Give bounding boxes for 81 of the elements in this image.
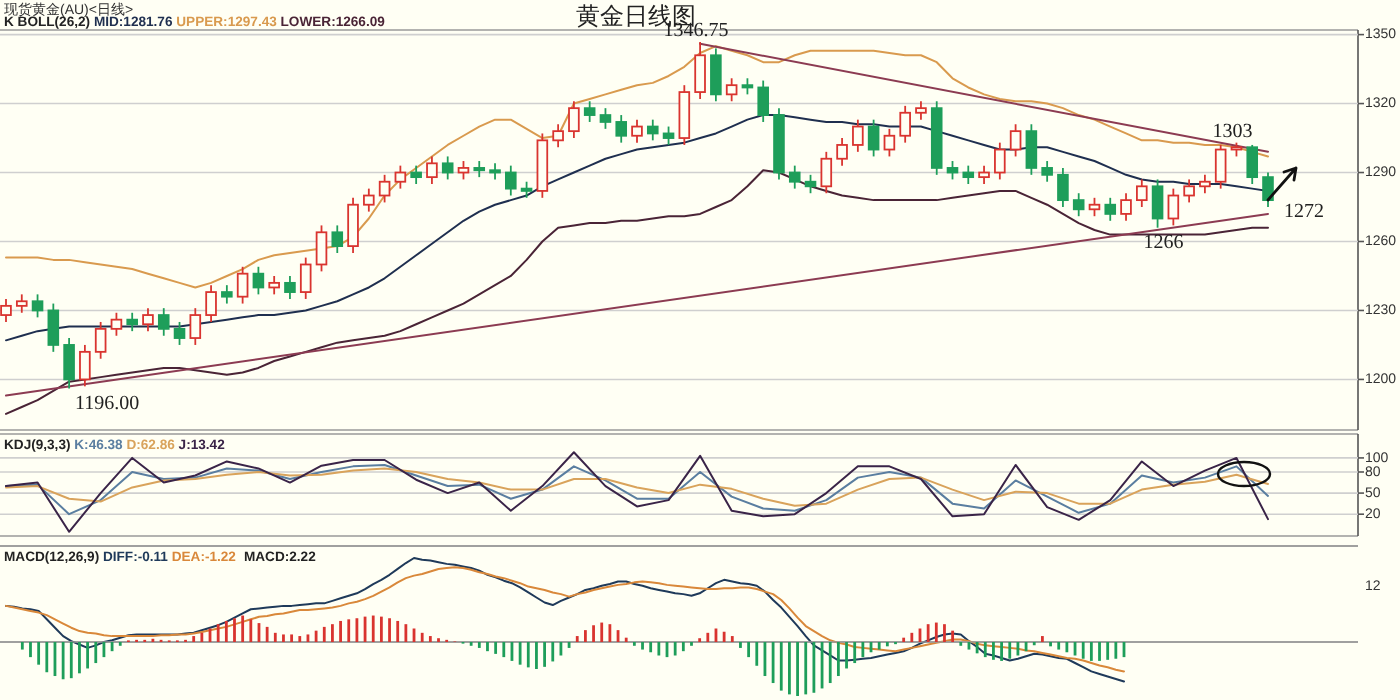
candlestick [710, 47, 722, 103]
candlestick [1199, 173, 1211, 195]
candlestick [31, 293, 44, 319]
candlestick [284, 275, 296, 300]
candlestick [79, 344, 91, 388]
candlestick [1262, 171, 1274, 208]
candlestick [1214, 144, 1227, 190]
candlestick [126, 311, 138, 333]
candlestick [0, 298, 12, 323]
candlestick [867, 118, 880, 158]
candlestick [1167, 187, 1180, 227]
candlestick [1057, 167, 1069, 208]
candlestick [189, 307, 202, 346]
candlestick [505, 164, 517, 197]
candlestick [820, 150, 833, 195]
candlestick [599, 107, 612, 130]
candlestick [426, 155, 438, 185]
candlestick [1041, 160, 1053, 183]
candlestick [47, 302, 60, 353]
candlestick [457, 160, 470, 181]
candlestick [725, 77, 738, 103]
candlestick [1246, 144, 1259, 185]
candlestick [678, 84, 691, 146]
candlestick [441, 155, 454, 181]
candlestick [583, 100, 596, 123]
candlestick [268, 275, 280, 296]
candlestick [378, 173, 391, 204]
candlestick [1136, 178, 1148, 208]
candlestick [662, 125, 675, 146]
candlestick [252, 265, 265, 296]
candlestick [205, 284, 217, 323]
candlestick [1120, 192, 1132, 222]
candlestick [363, 187, 375, 213]
candlestick [1088, 196, 1101, 218]
line-series [5, 169, 1269, 415]
candlestick [915, 100, 927, 121]
text: 1272 [1284, 201, 1324, 224]
candlestick [852, 118, 864, 153]
candlestick [978, 164, 990, 185]
candlestick [315, 224, 328, 273]
candlestick [788, 164, 801, 190]
candlestick [331, 224, 344, 254]
candlestick [1104, 196, 1117, 222]
line-series [5, 45, 1269, 289]
candlestick [615, 114, 628, 144]
candlestick [899, 104, 911, 144]
candlestick [883, 127, 896, 158]
candlestick [646, 118, 659, 142]
candlestick [94, 321, 107, 360]
candlestick [757, 79, 769, 123]
annotation: 1196.00 [75, 392, 140, 415]
candlestick [110, 311, 123, 337]
candlestick [1151, 178, 1164, 229]
annotation: 1346.75 [663, 20, 729, 43]
candlestick [410, 164, 422, 185]
candlestick [1025, 123, 1038, 176]
candlestick [142, 307, 154, 333]
candlestick [299, 256, 312, 300]
candlestick [236, 265, 249, 305]
annotation: 1266 [1143, 231, 1184, 254]
candlestick [63, 337, 75, 390]
candlestick [552, 123, 564, 149]
annotation: 1303 [1212, 120, 1253, 143]
candlestick [1072, 192, 1085, 218]
candlestick [804, 173, 817, 195]
candlestick [946, 160, 959, 181]
candlestick [157, 307, 170, 337]
candlestick [221, 284, 233, 305]
candlestick [394, 164, 407, 190]
candlestick [1009, 123, 1022, 158]
candlestick [962, 164, 975, 185]
candlestick [994, 141, 1006, 181]
candlestick [631, 118, 643, 144]
line-series [5, 451, 1269, 533]
candlestick [15, 293, 28, 314]
candlestick [173, 321, 186, 346]
candlestick [347, 196, 359, 254]
candlestick [568, 100, 580, 139]
candlestick [694, 41, 706, 100]
candlestick [1183, 178, 1195, 204]
candlestick [836, 137, 848, 167]
